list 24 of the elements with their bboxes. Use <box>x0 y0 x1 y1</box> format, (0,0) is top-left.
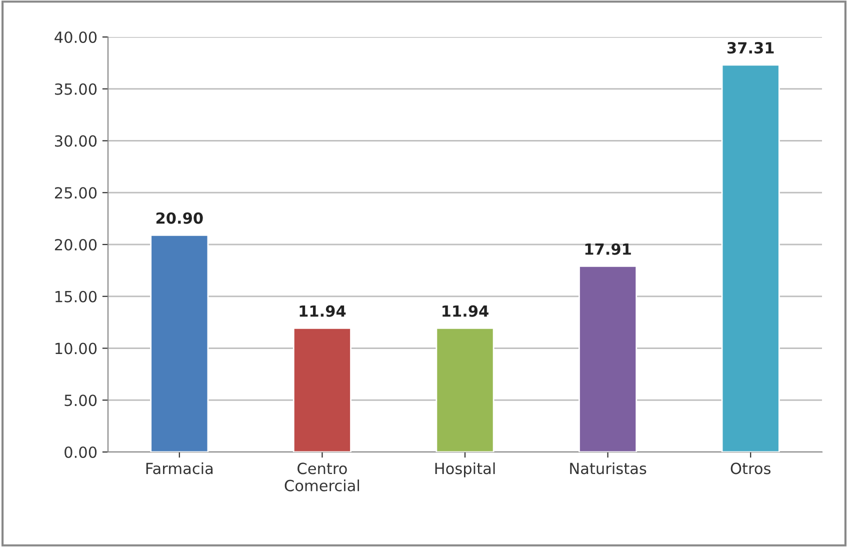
data-label: 37.31 <box>727 42 774 54</box>
y-tick-label: 20.00 <box>54 238 97 251</box>
y-tick-label: 10.00 <box>56 342 97 354</box>
x-tick-label: Otros <box>730 462 770 474</box>
bar <box>150 234 209 452</box>
x-tick-label: Centro Comercial <box>284 462 360 492</box>
y-tick-label: 30.00 <box>55 135 97 147</box>
data-label: 17.91 <box>585 243 631 255</box>
bar <box>436 327 494 452</box>
y-tick-label: 40.00 <box>54 31 97 44</box>
y-tick-label: 15.00 <box>56 290 97 302</box>
data-label: 11.94 <box>300 305 346 317</box>
x-tick-label: Hospital <box>435 462 495 478</box>
data-label: 11.94 <box>442 305 488 317</box>
y-tick-label: 25.00 <box>54 187 97 199</box>
data-label: 20.90 <box>156 212 203 224</box>
bar <box>292 327 352 452</box>
y-tick-label: 35.00 <box>55 83 97 95</box>
bar <box>721 64 780 452</box>
x-tick-label: Naturistas <box>570 462 646 474</box>
x-tick-label: Farmacia <box>146 462 213 474</box>
y-tick-label: 0.00 <box>64 446 97 458</box>
bar <box>578 265 638 452</box>
y-tick-label: 5.00 <box>64 394 97 406</box>
